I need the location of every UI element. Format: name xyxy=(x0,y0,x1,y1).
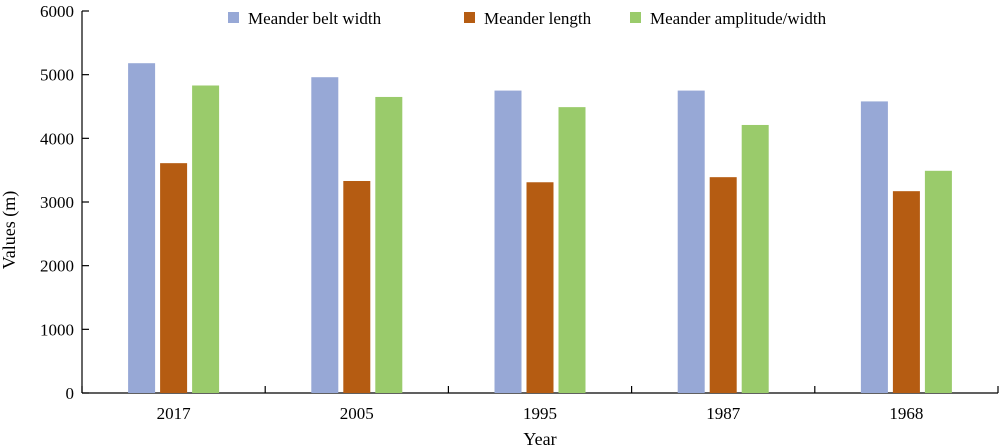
x-axis-title: Year xyxy=(523,429,556,448)
y-axis-title: Values (m) xyxy=(0,191,20,269)
legend-label-2: Meander length xyxy=(484,9,592,28)
legend-label-3: Meander amplitude/width xyxy=(650,9,827,28)
bar-1995-3 xyxy=(558,107,586,394)
y-tick-label: 1000 xyxy=(40,320,74,339)
bar-2005-1 xyxy=(311,77,339,394)
bars xyxy=(128,63,952,394)
x-tick-label: 1968 xyxy=(889,404,923,423)
y-tick-label: 5000 xyxy=(40,66,74,85)
y-tick-label: 6000 xyxy=(40,2,74,21)
y-tick-label: 4000 xyxy=(40,129,74,148)
bar-2017-1 xyxy=(128,63,156,393)
bar-2017-3 xyxy=(192,85,220,394)
bar-2017-2 xyxy=(160,163,188,393)
y-tick-label: 0 xyxy=(66,384,75,403)
x-tick-label: 1995 xyxy=(523,404,557,423)
bar-1987-3 xyxy=(741,124,769,394)
y-axis: 0 1000 2000 3000 4000 5000 6000 xyxy=(40,2,89,403)
y-tick-label: 3000 xyxy=(40,193,74,212)
chart-legend: Meander belt width Meander length Meander … xyxy=(228,9,827,28)
legend-label-1: Meander belt width xyxy=(248,9,382,28)
bar-2005-2 xyxy=(343,180,371,393)
legend-swatch-2 xyxy=(464,12,475,23)
bar-1995-2 xyxy=(526,182,554,393)
bar-1987-1 xyxy=(677,90,705,393)
x-tick-label: 2005 xyxy=(340,404,374,423)
bar-1987-2 xyxy=(709,177,737,393)
legend-swatch-3 xyxy=(630,12,641,23)
bar-1968-2 xyxy=(892,191,920,393)
bar-1968-1 xyxy=(860,101,888,393)
x-tick-label: 1987 xyxy=(706,404,741,423)
bar-1968-3 xyxy=(924,170,952,393)
x-tick-label: 2017 xyxy=(157,404,192,423)
bar-2005-3 xyxy=(375,96,403,393)
y-tick-label: 2000 xyxy=(40,257,74,276)
legend-swatch-1 xyxy=(228,12,239,23)
bar-1995-1 xyxy=(494,90,522,393)
